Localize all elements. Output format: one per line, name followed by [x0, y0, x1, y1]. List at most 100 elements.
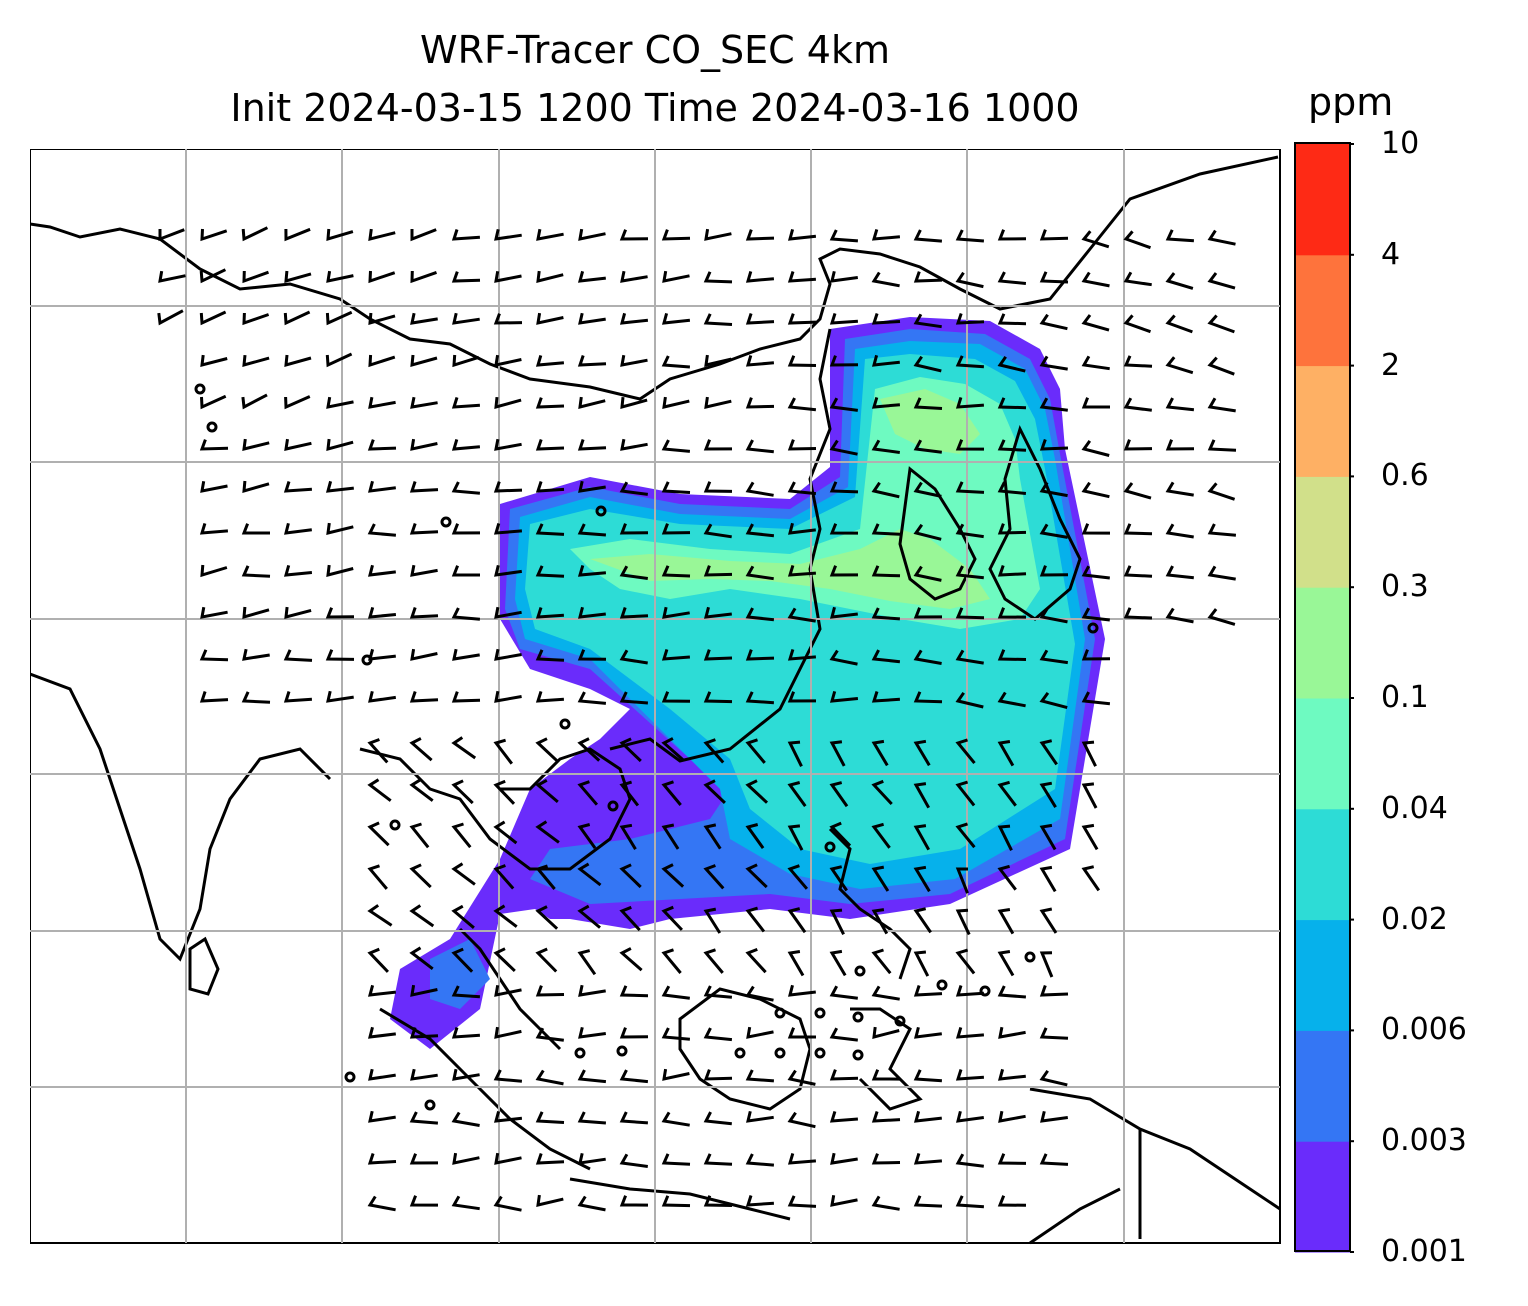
wind-barb [1081, 865, 1101, 892]
wind-barb [284, 606, 312, 620]
wind-barb [199, 268, 227, 284]
wind-barb [283, 649, 313, 662]
wind-barb [536, 228, 564, 241]
wind-barb [367, 480, 396, 493]
wind-barb [578, 1152, 606, 1165]
wind-barb [913, 907, 932, 934]
wind-barb [745, 1153, 775, 1167]
wind-barb [409, 481, 439, 493]
wind-barb [1039, 985, 1069, 997]
wind-barb [535, 737, 559, 762]
wind-barb [409, 1153, 439, 1165]
wind-barb [830, 270, 859, 283]
wind-barb [661, 823, 680, 850]
wind-barb [577, 1069, 607, 1084]
wind-barb [787, 907, 807, 934]
wind-barb [410, 648, 438, 661]
wind-barb [241, 393, 268, 410]
wind-barb [200, 480, 228, 493]
wind-barb [577, 949, 597, 976]
wind-barb [661, 737, 685, 762]
wind-barb [619, 565, 649, 580]
wind-barb [745, 270, 775, 283]
wind-barb [284, 522, 312, 535]
wind-barb [1039, 739, 1058, 766]
wind-barb [1207, 565, 1236, 581]
wind-barb [704, 354, 732, 367]
wind-barb [242, 270, 270, 284]
plume-level-0.003-south [430, 939, 490, 1009]
wind-barb [955, 396, 985, 409]
wind-barb [620, 354, 648, 367]
wind-barbs [157, 226, 1237, 1212]
wind-barb [955, 948, 976, 975]
wind-barb [829, 1027, 858, 1042]
wind-barb [326, 228, 354, 242]
wind-barb [871, 691, 900, 703]
calm-wind-marker [424, 1099, 436, 1111]
wind-barb [745, 985, 774, 1002]
colorbar-tick-label: 0.04 [1381, 790, 1448, 826]
wind-barb [661, 565, 691, 578]
wind-barb [787, 950, 805, 977]
wind-barb [619, 229, 649, 241]
wind-barb [997, 565, 1027, 577]
wind-barb [1039, 692, 1068, 710]
wind-barb [409, 607, 439, 619]
wind-barb [283, 481, 313, 493]
coastline-india [30, 672, 332, 962]
wind-barb [1123, 565, 1153, 578]
wind-barb [787, 740, 803, 767]
wind-barb [829, 397, 858, 412]
wind-barb [409, 946, 434, 970]
wind-barb [494, 1152, 522, 1165]
wind-barb [1039, 397, 1068, 412]
wind-barb [619, 823, 637, 850]
calm-wind-marker [814, 1007, 826, 1019]
wind-barb [829, 649, 858, 666]
wind-barb [661, 948, 682, 974]
wind-barb [745, 779, 769, 804]
calm-wind-marker [607, 800, 619, 812]
wind-barb [829, 229, 859, 243]
wind-barb [955, 649, 984, 665]
wind-barb [284, 395, 311, 410]
wind-barb [871, 865, 890, 892]
wind-barb [535, 439, 565, 451]
wind-barb [451, 691, 481, 703]
calm-wind-marker [774, 1007, 786, 1019]
wind-barb [997, 950, 1015, 977]
wind-barb [661, 863, 685, 888]
coastline-china-east [609, 328, 832, 763]
wind-barb [997, 740, 1015, 767]
wind-barb [703, 1027, 733, 1042]
wind-barb [955, 985, 984, 997]
calm-wind-marker [734, 1047, 746, 1059]
wind-barb [1039, 313, 1068, 331]
wind-barb [535, 1153, 565, 1165]
wind-barb [535, 864, 556, 890]
wind-barb [619, 1195, 649, 1207]
wind-barb [242, 354, 270, 368]
wind-barb [494, 690, 522, 703]
wind-barb [494, 984, 522, 997]
calm-wind-marker [361, 654, 373, 666]
wind-barb [871, 1069, 901, 1081]
colorbar-tick-label: 0.006 [1381, 1012, 1467, 1048]
wind-barb [998, 1110, 1026, 1123]
wind-barb [1039, 1153, 1069, 1166]
wind-barb [409, 691, 439, 703]
wind-barb [997, 523, 1027, 535]
wind-barb [409, 822, 430, 849]
colorbar-tick-label: 0.1 [1381, 680, 1429, 715]
wind-barb [451, 904, 475, 929]
calm-wind-marker [206, 421, 218, 433]
wind-barb [409, 523, 439, 535]
wind-barb [451, 438, 481, 451]
wind-barb [997, 229, 1027, 241]
wind-barb [326, 522, 354, 535]
wind-barb [1165, 314, 1193, 334]
wind-barb [535, 565, 565, 578]
wind-barb [452, 1152, 480, 1165]
wind-barb [199, 439, 229, 451]
